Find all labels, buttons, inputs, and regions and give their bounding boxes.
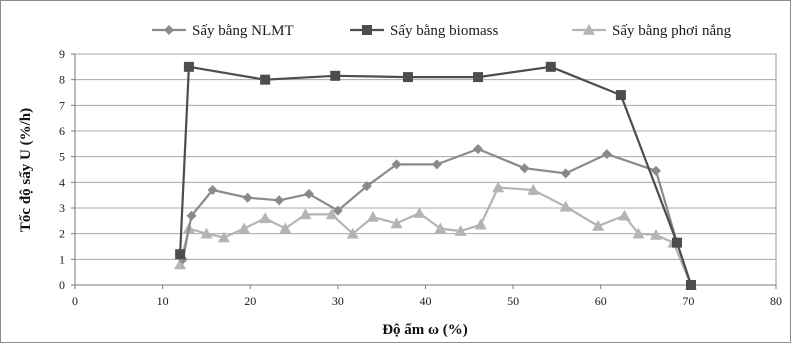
y-axis-title: Tốc độ sấy U (%/h) (18, 108, 34, 232)
x-tick-label: 30 (332, 294, 344, 308)
x-tick-label: 40 (420, 294, 432, 308)
data-point-diamond (650, 165, 661, 176)
y-tick-label: 5 (59, 150, 65, 164)
data-point-triangle (649, 228, 662, 240)
data-point-triangle (559, 200, 572, 212)
data-point-diamond (431, 159, 442, 170)
legend-item-diamond: Sấy bằng NLMT (152, 23, 294, 39)
y-tick-label: 2 (59, 227, 65, 241)
data-point-square (175, 249, 186, 260)
data-point-triangle (346, 227, 359, 239)
data-point-triangle (279, 222, 292, 234)
legend-marker-square (362, 25, 372, 35)
data-point-diamond (391, 159, 402, 170)
y-tick-label: 1 (59, 252, 65, 266)
x-tick-label: 0 (72, 294, 78, 308)
data-point-diamond (207, 185, 218, 196)
x-tick-label: 80 (770, 294, 782, 308)
y-tick-label: 6 (59, 124, 65, 138)
data-point-diamond (332, 205, 343, 216)
data-point-diamond (560, 168, 571, 179)
data-point-triangle (366, 210, 379, 222)
data-point-diamond (519, 163, 530, 174)
data-point-triangle (325, 208, 338, 220)
series-layer (174, 61, 698, 290)
y-tick-label: 3 (59, 201, 65, 215)
data-point-triangle (413, 207, 426, 218)
data-point-square (473, 72, 484, 83)
data-point-triangle (200, 227, 213, 239)
x-tick-label: 50 (507, 294, 519, 308)
series-line-square (179, 65, 693, 286)
data-point-square (260, 74, 271, 85)
data-point-triangle (632, 227, 645, 239)
data-point-square (545, 61, 556, 72)
x-tick-label: 60 (595, 294, 607, 308)
y-tick-label: 9 (59, 47, 65, 61)
y-tick-label: 8 (59, 73, 65, 87)
data-point-triangle (217, 231, 230, 243)
y-tick-labels: 0 1 2 3 4 5 6 7 8 9 (59, 47, 75, 292)
data-point-triangle (434, 222, 447, 234)
legend-item-triangle: Sấy bằng phơi nắng (572, 23, 732, 39)
x-tick-label: 10 (157, 294, 169, 308)
data-point-square (402, 72, 413, 83)
data-point-triangle (527, 184, 540, 195)
data-point-triangle (474, 218, 487, 230)
data-point-triangle (390, 217, 403, 229)
x-axis-title: Độ ẩm ω (%) (382, 322, 468, 338)
legend-marker-triangle (583, 24, 595, 35)
data-point-diamond (303, 188, 314, 199)
data-point-triangle (454, 225, 467, 236)
data-point-diamond (242, 192, 253, 203)
data-point-diamond (361, 181, 372, 192)
legend-label: Sấy bằng NLMT (192, 23, 294, 39)
data-point-triangle (174, 258, 187, 270)
data-point-square (330, 70, 341, 81)
x-tick-label: 20 (244, 294, 256, 308)
data-point-diamond (601, 149, 612, 160)
data-point-triangle (492, 181, 505, 193)
legend-marker-diamond (164, 25, 174, 35)
data-point-triangle (238, 222, 251, 234)
data-point-triangle (259, 212, 272, 224)
x-tick-labels: 0 10 20 30 40 50 60 70 80 (72, 285, 782, 308)
legend-label: Sấy bằng phơi nắng (612, 23, 732, 39)
y-tick-label: 4 (59, 175, 65, 189)
data-point-square (183, 61, 194, 72)
series-square (175, 61, 697, 290)
data-point-square (671, 237, 682, 248)
y-tick-label: 7 (59, 98, 65, 112)
data-point-triangle (299, 208, 312, 220)
data-point-triangle (618, 209, 631, 221)
data-point-diamond (274, 195, 285, 206)
data-point-triangle (592, 219, 605, 231)
legend-item-square: Sấy bằng biomass (350, 23, 498, 39)
data-point-square (686, 280, 697, 290)
data-point-diamond (186, 210, 197, 221)
data-point-square (615, 90, 626, 101)
legend-label: Sấy bằng biomass (390, 23, 498, 39)
legend: Sấy bằng NLMT Sấy bằng biomass Sấy bằng ph… (152, 23, 732, 39)
x-tick-label: 70 (682, 294, 694, 308)
y-tick-label: 0 (59, 278, 65, 292)
data-point-diamond (473, 143, 484, 154)
